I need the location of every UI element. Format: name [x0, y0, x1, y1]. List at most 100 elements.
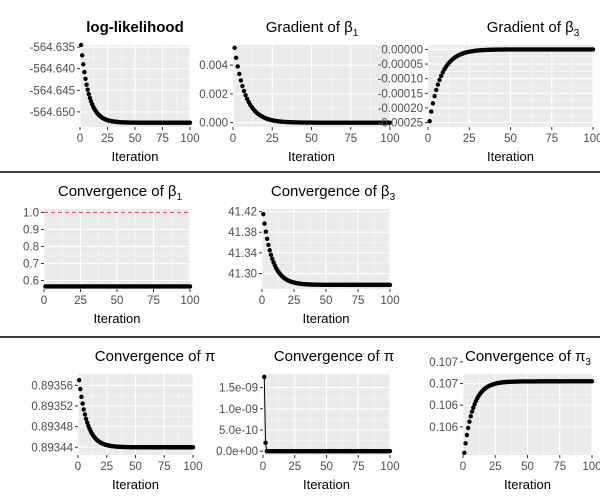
- y-tick-label: 41.30: [228, 269, 257, 281]
- data-point: [79, 394, 84, 400]
- x-axis-label: Iteration: [94, 311, 141, 326]
- x-tick-label: 25: [288, 461, 301, 473]
- y-tick-label: -564.635: [30, 42, 75, 54]
- data-point: [83, 416, 89, 421]
- x-tick-label: 25: [266, 133, 279, 145]
- data-point: [80, 53, 85, 58]
- data-point: [387, 282, 393, 288]
- x-tick-label: 25: [463, 133, 476, 145]
- x-tick-label: 75: [147, 295, 160, 307]
- data-point: [432, 93, 437, 99]
- chart-title: Convergence of π: [95, 348, 215, 365]
- data-point: [232, 45, 237, 51]
- x-tick-label: 100: [183, 461, 202, 473]
- data-point: [589, 379, 595, 384]
- data-point: [237, 71, 242, 77]
- x-tick-label: 50: [129, 461, 142, 473]
- data-point: [262, 221, 267, 226]
- y-tick-label: 0.004: [199, 60, 228, 72]
- y-tick-label: -564.640: [30, 64, 75, 76]
- x-tick-label: 100: [583, 133, 600, 145]
- data-point: [267, 248, 272, 253]
- chart-panel-4: 0 25 50 75 100 0.6 0.7 0.8 0.9 1.0 Convergence of …: [23, 183, 200, 326]
- chart-panel-3: 0 25 50 75 100 -0.00025 -0.00020 -0.00015 -0.000…: [378, 19, 600, 164]
- y-tick-label: 0.00000: [381, 44, 423, 56]
- y-tick-label: 1.0: [23, 207, 39, 219]
- data-point: [263, 440, 268, 445]
- data-point: [82, 412, 88, 417]
- x-tick-label: 100: [380, 295, 399, 307]
- y-tick-label: 41.34: [228, 248, 257, 260]
- y-tick-label: 0.89344: [31, 442, 73, 454]
- data-point: [187, 284, 193, 289]
- data-point: [463, 441, 468, 446]
- y-tick-label: 0.107: [429, 357, 458, 369]
- chart-title: log-likelihood: [86, 19, 184, 36]
- y-tick-label: 41.38: [228, 227, 257, 239]
- data-point: [261, 211, 266, 217]
- data-point: [85, 87, 90, 92]
- data-point: [465, 425, 471, 431]
- y-tick-label: 0.002: [199, 89, 228, 101]
- x-tick-label: 0: [75, 461, 81, 473]
- x-tick-label: 100: [582, 461, 600, 473]
- chart-panel-8: 0 25 50 75 100 0.106 0.106 0.107 0.107 Convergenc…: [429, 348, 600, 492]
- y-tick-label: 0.106: [429, 422, 458, 434]
- data-point: [435, 82, 441, 87]
- chart-panel-7: 0 25 50 75 100 0.0e+00 5.0e-10 1.0e-09 1.5e-09 Co…: [216, 348, 399, 492]
- x-tick-label: 100: [180, 295, 199, 307]
- chart-title: Gradient of β3: [487, 19, 580, 39]
- data-point: [427, 118, 432, 124]
- x-tick-label: 50: [504, 133, 517, 145]
- y-tick-label: 0.000: [199, 118, 228, 130]
- y-tick-label: -564.650: [30, 107, 75, 119]
- x-tick-label: 0: [425, 133, 431, 145]
- y-tick-label: 41.42: [228, 207, 257, 219]
- data-point: [243, 92, 248, 98]
- x-tick-label: 75: [352, 461, 365, 473]
- x-tick-label: 50: [111, 295, 124, 307]
- data-point: [264, 236, 270, 242]
- data-point: [590, 47, 596, 52]
- x-tick-label: 75: [344, 133, 357, 145]
- data-point: [471, 405, 476, 410]
- x-tick-label: 25: [288, 295, 301, 307]
- data-point: [84, 82, 89, 87]
- y-tick-label: -0.00010: [378, 74, 423, 86]
- data-point: [81, 407, 86, 412]
- data-point: [86, 91, 92, 97]
- y-tick-label: 0.89352: [31, 401, 73, 413]
- x-tick-label: 25: [101, 133, 114, 145]
- y-tick-label: -0.00005: [378, 59, 423, 71]
- x-tick-label: 100: [380, 461, 399, 473]
- y-tick-label: 1.0e-09: [219, 404, 258, 416]
- x-axis-label: Iteration: [504, 477, 551, 492]
- x-tick-label: 25: [489, 461, 502, 473]
- data-point: [468, 414, 473, 419]
- data-point: [464, 432, 470, 438]
- chart-title: Convergence of β3: [271, 183, 396, 203]
- x-tick-label: 0: [260, 461, 266, 473]
- data-point: [262, 374, 267, 380]
- data-point: [270, 256, 275, 262]
- chart-title: Convergence of β1: [58, 183, 183, 203]
- data-point: [187, 120, 193, 125]
- y-tick-label: 0.89356: [31, 380, 73, 392]
- x-tick-label: 50: [305, 133, 318, 145]
- y-tick-label: 0.7: [23, 258, 39, 270]
- y-tick-label: 0.107: [429, 379, 458, 391]
- data-point: [78, 386, 83, 392]
- x-tick-label: 0: [230, 133, 236, 145]
- x-tick-label: 25: [74, 295, 87, 307]
- x-tick-label: 50: [521, 461, 534, 473]
- data-point: [467, 419, 472, 424]
- data-point: [76, 377, 82, 383]
- y-tick-label: 1.5e-09: [219, 383, 258, 395]
- chart-panel-2: 0 25 50 75 100 0.000 0.002 0.004 Gradient of β1 I…: [199, 19, 399, 164]
- x-tick-label: 50: [320, 461, 333, 473]
- y-tick-label: 0.89348: [31, 422, 73, 434]
- chart-title: Gradient of β1: [266, 19, 359, 39]
- x-axis-label: Iteration: [303, 311, 350, 326]
- data-point: [434, 87, 439, 93]
- x-tick-label: 0: [259, 295, 265, 307]
